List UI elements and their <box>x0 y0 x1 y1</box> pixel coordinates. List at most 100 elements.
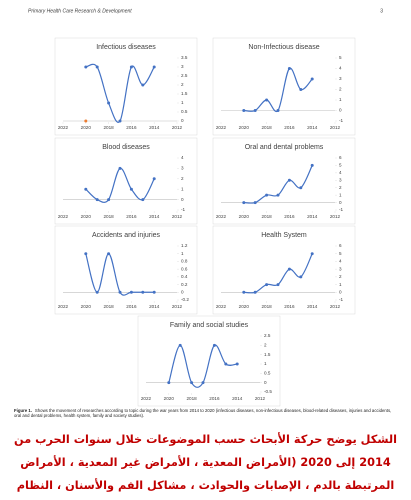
data-point <box>152 65 156 69</box>
chart-title: Accidents and injuries <box>92 232 161 239</box>
x-tick-label: 2018 <box>103 125 114 130</box>
chart-frame <box>54 225 198 315</box>
y-tick-label: 4 <box>339 66 342 71</box>
y-tick-label: 1 <box>339 192 342 197</box>
data-point <box>84 65 88 69</box>
x-tick-label: 2020 <box>81 304 92 309</box>
y-tick-label: 6 <box>339 155 342 160</box>
y-tick-label: -0.2 <box>181 297 189 302</box>
data-point <box>242 290 246 294</box>
y-tick-label: 3 <box>339 266 342 271</box>
y-tick-label: 3 <box>181 166 184 171</box>
data-point <box>95 65 99 69</box>
data-point <box>141 83 145 87</box>
data-point <box>242 109 246 112</box>
x-tick-label: 2014 <box>307 214 318 219</box>
data-point <box>141 290 145 294</box>
data-point <box>129 187 133 191</box>
x-tick-label: 2020 <box>164 396 175 401</box>
x-tick-label: 2018 <box>186 396 197 401</box>
data-point <box>118 290 122 294</box>
journal-name: Primary Health Care Research & Developme… <box>28 8 132 14</box>
x-tick-label: 2020 <box>239 214 250 219</box>
x-tick-label: 2022 <box>216 125 227 130</box>
data-point <box>299 88 303 91</box>
data-point <box>95 198 99 202</box>
data-point <box>253 109 257 112</box>
chart-title: Health System <box>261 232 307 239</box>
data-point <box>152 290 156 294</box>
y-tick-label: -1 <box>339 207 344 212</box>
figure: Primary Health Care Research & Developme… <box>28 8 383 407</box>
chart-frame <box>54 37 198 136</box>
chart-title: Blood diseases <box>102 144 150 151</box>
caption-label: Figure 1. <box>14 408 32 413</box>
data-point <box>310 252 314 256</box>
x-tick-label: 2020 <box>239 304 250 309</box>
data-point <box>84 119 88 123</box>
data-point <box>212 343 216 347</box>
y-tick-label: 0 <box>339 108 342 113</box>
x-tick-label: 2018 <box>103 304 114 309</box>
y-tick-label: 3.5 <box>181 55 188 60</box>
y-tick-label: 0.5 <box>181 109 188 114</box>
y-tick-label: 0.5 <box>264 371 271 376</box>
x-tick-label: 2016 <box>284 304 295 309</box>
y-tick-label: 0 <box>339 290 342 295</box>
x-tick-label: 2014 <box>149 125 160 130</box>
data-point <box>310 77 314 81</box>
chart-title: Oral and dental problems <box>245 144 324 151</box>
y-tick-label: 2 <box>339 87 342 92</box>
x-tick-label: 2022 <box>216 214 227 219</box>
x-tick-label: 2014 <box>232 396 243 401</box>
y-tick-label: 3 <box>339 178 342 183</box>
y-tick-label: -0.5 <box>264 389 272 394</box>
y-tick-label: -1 <box>339 118 344 123</box>
data-point <box>107 101 111 105</box>
x-tick-label: 2016 <box>126 304 137 309</box>
data-point <box>287 178 291 182</box>
data-point <box>107 198 111 202</box>
chart-title: Family and social studies <box>170 322 249 329</box>
data-point <box>287 267 291 271</box>
x-tick-label: 2022 <box>58 125 69 130</box>
y-tick-label: 2 <box>181 176 184 181</box>
x-tick-label: 2016 <box>126 125 137 130</box>
x-tick-label: 2020 <box>81 214 92 219</box>
arabic-translation: الشكل يوضح حركة الأبحاث حسب الموضوعات خل… <box>14 433 397 492</box>
y-tick-label: 6 <box>339 243 342 248</box>
data-point <box>310 163 314 167</box>
y-tick-label: 0 <box>264 380 267 385</box>
x-tick-label: 2012 <box>330 304 341 309</box>
data-point <box>242 201 246 205</box>
figure-caption: Figure 1. Shows the movement of researche… <box>14 408 398 419</box>
chart-frame <box>54 137 198 225</box>
x-tick-label: 2012 <box>255 396 266 401</box>
y-tick-label: 0.4 <box>181 274 188 279</box>
data-point <box>141 198 145 202</box>
data-point <box>299 186 303 190</box>
data-point <box>118 166 122 170</box>
caption-text: Shows the movement of researches accordi… <box>14 408 392 419</box>
y-tick-label: 5 <box>339 163 342 168</box>
x-tick-label: 2020 <box>81 125 92 130</box>
y-tick-label: -1 <box>181 207 186 212</box>
y-tick-label: 0 <box>181 118 184 123</box>
x-tick-label: 2014 <box>149 304 160 309</box>
data-point <box>152 177 156 181</box>
y-tick-label: -1 <box>339 297 344 302</box>
y-tick-label: 1 <box>181 251 184 256</box>
data-point <box>235 362 239 366</box>
data-point <box>265 283 269 287</box>
x-tick-label: 2022 <box>58 214 69 219</box>
y-tick-label: 1.5 <box>264 352 271 357</box>
x-tick-label: 2012 <box>172 125 183 130</box>
y-tick-label: 5 <box>339 251 342 256</box>
data-point <box>299 275 303 279</box>
y-tick-label: 0 <box>339 200 342 205</box>
y-tick-label: 0.6 <box>181 266 188 271</box>
y-tick-label: 0.8 <box>181 259 188 264</box>
data-point <box>190 381 194 385</box>
data-point <box>84 187 88 191</box>
